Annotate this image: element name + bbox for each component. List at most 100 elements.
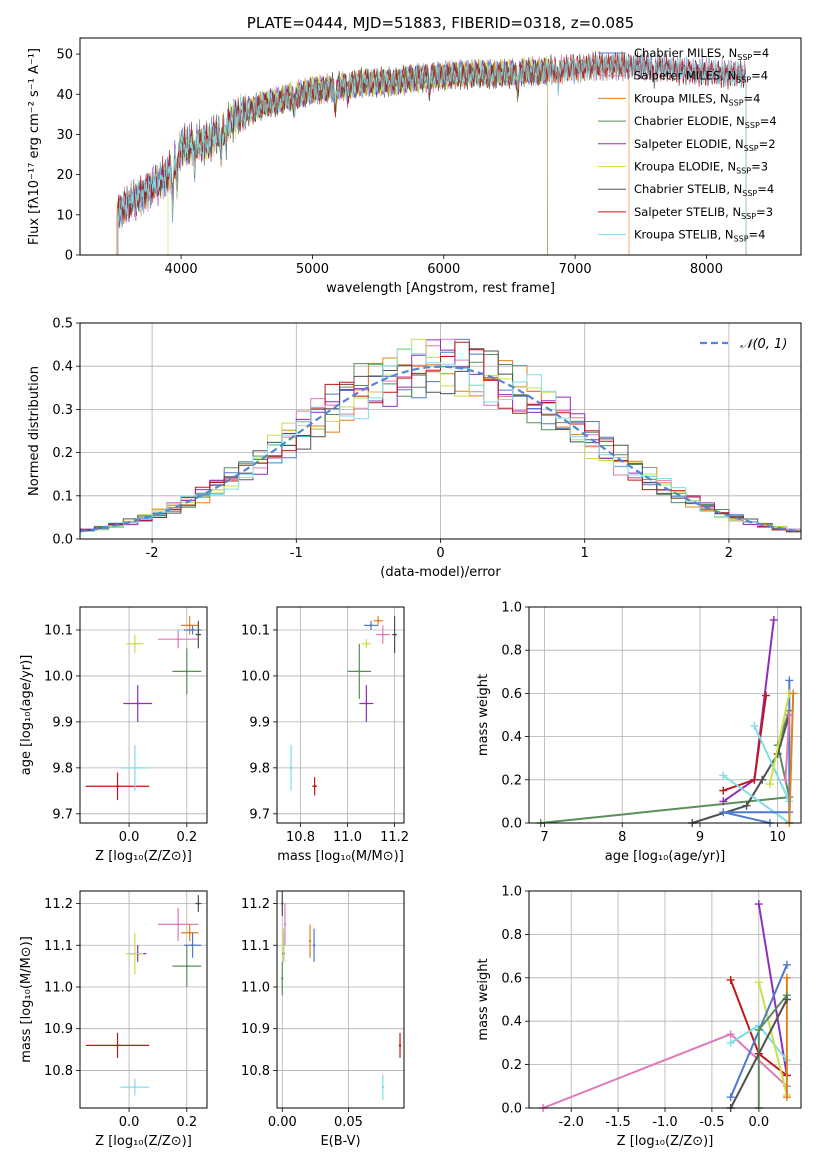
age-vs-mass-frame	[276, 606, 405, 824]
legend-entry-subscript: SSP	[729, 98, 744, 107]
age-vs-Z-y-tick-label: 9.7	[52, 807, 73, 822]
age-vs-mass-panel: 10.8 11.0 11.2 9.7 9.8 9.9 10.0 10.1 mass [log₁₀…	[241, 607, 409, 864]
weight-vs-Z-y-tick-label: 0.4	[501, 1015, 522, 1030]
weight-vs-age-y-axis-label: mass weight	[476, 674, 491, 756]
spectrum-x-tick-label: 4000	[165, 262, 198, 277]
weight-marker	[769, 615, 778, 624]
legend-entry-subscript: SSP	[736, 167, 751, 176]
mass-vs-Z-y-tick-label: 11.2	[44, 897, 73, 912]
residuals-y-tick-label: 0.5	[52, 317, 73, 332]
weight-marker	[742, 801, 751, 810]
data-point	[185, 670, 188, 673]
data-point	[365, 642, 368, 645]
mass-vs-Z-y-tick-label: 10.9	[44, 1022, 73, 1037]
data-point	[185, 964, 188, 968]
legend-entry-subscript: SSP	[745, 121, 760, 130]
legend-entry-count: =4	[757, 182, 774, 196]
weight-vs-age-y-tick-label: 0.8	[501, 644, 522, 659]
data-point	[197, 633, 200, 636]
weight-vs-Z-x-tick-label: 0.0	[748, 1115, 769, 1130]
mass-vs-Z-x-axis-label: Z [log₁₀(Z/Z⊙)]	[95, 1134, 192, 1149]
data-point	[133, 642, 137, 645]
spectrum-panel: 4000 5000 6000 7000 8000 0 10 20 30 40 50 wavelengt…	[27, 38, 801, 296]
spectrum-x-tick-label: 6000	[427, 262, 460, 277]
data-point	[133, 952, 137, 955]
spectrum-series-line	[117, 50, 747, 255]
weight-marker	[719, 808, 728, 817]
weight-vs-Z-x-tick-label: -1.0	[652, 1115, 677, 1130]
residuals-x-axis-label: (data-model)/error	[380, 565, 501, 580]
spectrum-x-tick-label: 7000	[559, 262, 592, 277]
weight-marker	[719, 786, 728, 795]
weight-marker	[754, 900, 763, 909]
spectrum-y-tick-label: 50	[56, 48, 73, 63]
residuals-x-tick-label: -1	[290, 546, 303, 561]
age-vs-Z-y-axis-label: age [log₁₀(age/yr)]	[19, 655, 34, 776]
legend-entry-count: =4	[751, 69, 768, 83]
age-vs-Z-y-tick-label: 9.8	[52, 761, 73, 776]
spectrum-y-tick-label: 10	[56, 208, 73, 223]
weight-vs-age-x-axis-label: age [log₁₀(age/yr)]	[605, 849, 726, 864]
weight-series-line	[540, 710, 791, 824]
weight-vs-age-x-tick-label: 10	[769, 830, 786, 845]
mass-vs-ebv-y-tick-label: 11.2	[241, 897, 270, 912]
data-point	[191, 944, 194, 947]
residuals-panel: -2 -1 0 1 2 0.0 0.1 0.2 0.3 0.4 0.5 (data-model)/er…	[27, 317, 802, 580]
spectrum-series-line	[117, 50, 747, 255]
weight-vs-Z-y-tick-label: 0.8	[501, 928, 522, 943]
age-vs-mass-y-tick-label: 10.0	[241, 669, 270, 684]
data-point	[176, 637, 180, 641]
weight-vs-age-y-tick-label: 0.4	[501, 730, 522, 745]
legend-entry-subscript: SSP	[736, 76, 751, 85]
mass-vs-ebv-y-tick-label: 10.9	[241, 1022, 270, 1037]
weight-marker	[754, 1025, 763, 1034]
legend-entry-label: Chabrier STELIB, NSSP=4	[634, 182, 774, 198]
data-point	[398, 1044, 402, 1047]
data-point	[133, 1085, 137, 1089]
mass-vs-ebv-frame	[276, 890, 405, 1109]
legend-entry-count: =4	[760, 114, 777, 128]
mass-vs-Z-x-tick-label: 0.0	[119, 1115, 140, 1130]
legend-entry-subscript: SSP	[737, 53, 752, 62]
age-vs-Z-frame	[79, 606, 208, 824]
data-point	[281, 902, 284, 905]
weight-vs-age-x-tick-label: 8	[618, 830, 626, 845]
mass-vs-Z-y-axis-label: mass [log₁₀(M/M⊙)]	[19, 936, 34, 1063]
data-point	[281, 977, 284, 980]
mass-vs-ebv-x-axis-label: E(B-V)	[320, 1134, 360, 1149]
weight-vs-age-y-tick-label: 0.2	[501, 773, 522, 788]
residuals-y-tick-label: 0.1	[52, 489, 73, 504]
weight-vs-Z-frame	[528, 890, 802, 1109]
age-vs-Z-y-tick-label: 10.1	[44, 623, 73, 638]
age-vs-mass-plot-area	[277, 607, 404, 823]
residuals-y-tick-label: 0.4	[52, 360, 73, 375]
age-vs-mass-x-axis-label: mass [log₁₀(M/M⊙)]	[277, 849, 404, 864]
legend-entry-label: Chabrier ELODIE, NSSP=4	[634, 114, 777, 130]
age-vs-Z-y-tick-label: 10.0	[44, 669, 73, 684]
data-point	[133, 766, 137, 770]
weight-series-line	[729, 999, 788, 1109]
age-vs-Z-x-tick-label: 0.0	[119, 830, 140, 845]
data-point	[365, 702, 368, 705]
weight-marker	[750, 721, 759, 730]
weight-vs-age-x-tick-label: 9	[696, 830, 704, 845]
legend-entry-count: =3	[756, 205, 773, 219]
weight-marker	[781, 775, 790, 784]
age-vs-mass-y-tick-label: 9.9	[249, 715, 270, 730]
weight-vs-Z-panel: -2.0 -1.5 -1.0 -0.5 0.0 0.0 0.2 0.4 0.6 0.8 1.0 Z […	[476, 885, 801, 1149]
age-vs-mass-x-tick-label: 11.2	[380, 830, 409, 845]
mass-vs-Z-plot-area	[80, 891, 207, 1108]
normal-reference-curve	[79, 365, 802, 533]
weight-marker	[785, 711, 794, 719]
legend-entry-count: =2	[759, 137, 776, 151]
residuals-x-tick-label: 0	[436, 546, 444, 561]
mass-vs-ebv-x-tick-label: 0.00	[268, 1115, 297, 1130]
weight-marker	[782, 995, 791, 1004]
spectrum-x-tick-label: 5000	[296, 262, 329, 277]
data-point	[376, 619, 380, 622]
legend-entry-subscript: SSP	[734, 235, 749, 244]
spectrum-y-axis-label: Flux [fλ10⁻¹⁷ erg cm⁻² s⁻¹ A⁻¹]	[27, 48, 42, 245]
data-point	[116, 1044, 119, 1047]
weight-vs-age-y-tick-label: 0.6	[501, 687, 522, 702]
